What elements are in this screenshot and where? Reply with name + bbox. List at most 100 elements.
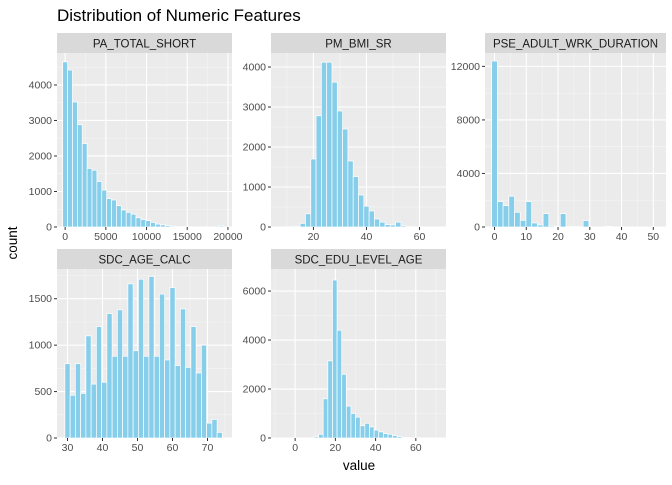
x-tick-label: 60 <box>410 442 422 454</box>
x-tick-label: 30 <box>584 231 596 243</box>
histogram-bar <box>136 218 141 227</box>
histogram-bar <box>175 366 180 438</box>
histogram-bar <box>379 432 384 438</box>
y-tick-label: 1500 <box>29 293 53 305</box>
histogram-bar <box>75 364 80 438</box>
histogram-bar <box>180 309 185 438</box>
histogram-bar <box>401 226 406 227</box>
histogram-bar <box>97 182 102 227</box>
histogram-bar <box>537 225 543 227</box>
x-tick-label: 20 <box>552 231 564 243</box>
y-tick-label: 1000 <box>29 340 53 352</box>
histogram-bar <box>316 116 321 227</box>
histogram-bar <box>388 434 393 438</box>
histogram-bar <box>503 206 509 227</box>
histogram-bar <box>170 226 175 227</box>
y-tick-label: 1000 <box>243 182 267 194</box>
x-tick-label: 0 <box>492 231 498 243</box>
y-tick-label: 2000 <box>243 384 267 396</box>
histogram-bar <box>492 61 498 227</box>
histogram-bar <box>526 202 532 227</box>
histogram-bar <box>107 199 112 227</box>
facet-strip-label: PM_BMI_SR <box>325 39 391 51</box>
histogram-bar <box>96 327 101 438</box>
histogram-bar <box>365 423 370 438</box>
histogram-bar <box>374 430 379 438</box>
x-tick-label: 40 <box>361 231 373 243</box>
histogram-bar <box>380 222 385 227</box>
histogram-bar <box>144 356 149 438</box>
histogram-bar <box>397 437 402 438</box>
facet-strip-label: PA_TOTAL_SHORT <box>93 39 196 51</box>
histogram-bar <box>212 419 217 438</box>
histogram-bar <box>128 284 133 438</box>
y-tick-label: 1000 <box>29 186 53 198</box>
x-tick-label: 15000 <box>173 231 202 243</box>
y-tick-label: 500 <box>34 386 52 398</box>
x-axis-label: value <box>343 458 375 473</box>
x-tick-label: 0 <box>292 442 298 454</box>
histogram-bar <box>374 219 379 227</box>
y-tick-label: 3000 <box>243 102 267 114</box>
histogram-bar <box>72 102 77 227</box>
y-tick-label: 0 <box>474 222 480 234</box>
histogram-bar <box>126 212 131 227</box>
y-tick-label: 4000 <box>29 79 53 91</box>
histogram-bar <box>217 432 222 438</box>
histogram-bar <box>91 384 96 438</box>
histogram-bar <box>323 399 328 438</box>
x-tick-label: 10 <box>520 231 532 243</box>
histogram-bar <box>606 226 612 227</box>
histogram-bar <box>146 221 151 227</box>
histogram-bar <box>319 434 324 438</box>
histogram-bar <box>159 294 164 438</box>
histogram-bar <box>364 206 369 227</box>
histogram-bar <box>70 395 75 438</box>
histogram-bar <box>81 393 86 438</box>
histogram-bar <box>543 214 549 227</box>
histogram-bar <box>170 288 175 438</box>
histogram-bar <box>549 226 555 227</box>
histogram-bar <box>515 212 521 227</box>
x-tick-label: 20000 <box>213 231 242 243</box>
chart-title: Distribution of Numeric Features <box>57 6 301 25</box>
histogram-bar <box>560 214 566 227</box>
x-tick-label: 10000 <box>132 231 161 243</box>
histogram-bar <box>295 226 300 227</box>
histogram-bar <box>383 434 388 438</box>
histogram-bar <box>165 226 170 227</box>
histogram-bar <box>343 129 348 227</box>
y-tick-label: 12000 <box>451 61 480 73</box>
histogram-bar <box>509 196 515 227</box>
histogram-bar <box>116 206 121 227</box>
x-tick-label: 20 <box>330 442 342 454</box>
histogram-bar <box>321 62 326 227</box>
x-tick-label: 30 <box>62 442 74 454</box>
y-tick-label: 0 <box>260 433 266 445</box>
x-tick-label: 5000 <box>94 231 118 243</box>
histogram-bar <box>107 314 112 438</box>
histogram-bar <box>305 214 310 227</box>
histogram-bar <box>369 427 374 438</box>
histogram-bar <box>175 226 180 227</box>
y-tick-label: 0 <box>260 222 266 234</box>
facet-panel-sdc-edu-level-age <box>271 269 446 438</box>
histogram-bar <box>532 223 538 227</box>
histogram-bar <box>186 367 191 438</box>
histogram-bar <box>112 356 117 438</box>
x-tick-label: 60 <box>414 231 426 243</box>
facet-strip-label: SDC_EDU_LEVEL_AGE <box>295 255 423 267</box>
x-tick-label: 60 <box>167 442 179 454</box>
x-tick-label: 50 <box>647 231 659 243</box>
histogram-bar <box>121 210 126 227</box>
histogram-bar <box>332 82 337 227</box>
histogram-bar <box>353 177 358 227</box>
histogram-bar <box>311 159 316 227</box>
histogram-bar <box>77 125 82 227</box>
histogram-bar <box>65 364 70 438</box>
histogram-bar <box>359 195 364 227</box>
